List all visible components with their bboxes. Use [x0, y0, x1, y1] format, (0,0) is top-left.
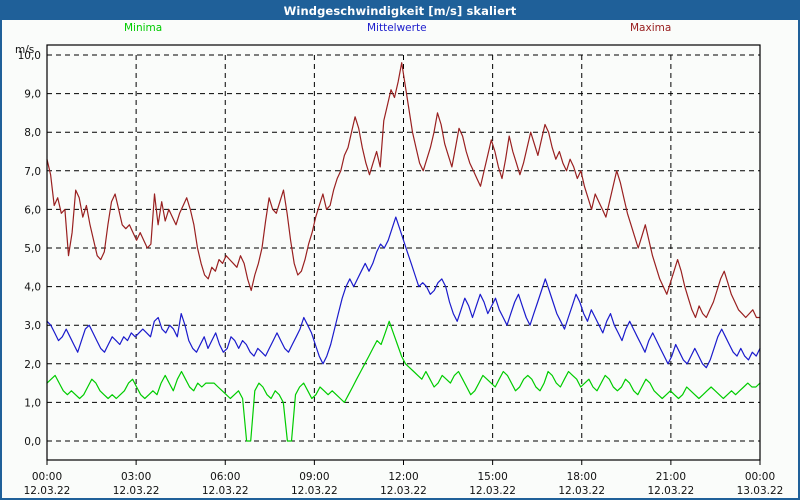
y-axis-tick-label: 1,0: [24, 397, 41, 409]
x-axis-time-label: 00:00: [32, 471, 62, 483]
x-axis-date-label: 12.03.22: [24, 485, 71, 497]
x-axis-time-label: 00:00: [745, 471, 775, 483]
x-axis-time-label: 12:00: [388, 471, 418, 483]
y-axis-tick-label: 0,0: [24, 436, 41, 448]
x-axis-date-label: 12.03.22: [113, 485, 160, 497]
x-axis-time-label: 03:00: [121, 471, 151, 483]
series-line-minima: [46, 320, 761, 442]
y-axis-labels: 10,0 9,0 8,0 7,0 6,0 5,0 4,0 3,0 2,0 1,0 0,0: [18, 50, 41, 448]
x-axis-time-label: 06:00: [210, 471, 240, 483]
legend-item-minima: Minima: [124, 22, 163, 34]
x-axis-labels: 00:00 12.03.22 03:00 12.03.22 06:00 12.03.22 0…: [24, 471, 784, 497]
x-axis-date-label: 12.03.22: [469, 485, 516, 497]
x-axis-date-label: 12.03.22: [380, 485, 427, 497]
grid-lines: [47, 54, 760, 442]
x-axis-date-label: 12.03.22: [291, 485, 338, 497]
y-axis-tick-label: 2,0: [24, 359, 41, 371]
legend-item-maxima: Maxima: [630, 22, 672, 34]
window-title-bar: Windgeschwindigkeit [m/s] skaliert: [2, 2, 798, 20]
y-axis-unit-label: m/s: [15, 44, 35, 56]
y-axis-tick-label: 9,0: [24, 89, 41, 101]
data-series: [46, 62, 761, 442]
x-axis-date-label: 12.03.22: [558, 485, 605, 497]
x-axis-time-label: 18:00: [567, 471, 597, 483]
y-axis-tick-label: 3,0: [24, 320, 41, 332]
page-title: Windgeschwindigkeit [m/s] skaliert: [283, 4, 517, 18]
x-axis-date-label: 12.03.22: [647, 485, 694, 497]
y-axis-tick-label: 6,0: [24, 204, 41, 216]
y-axis-tick-label: 8,0: [24, 127, 41, 139]
y-axis-tick-label: 7,0: [24, 166, 41, 178]
x-axis-time-label: 09:00: [299, 471, 329, 483]
y-axis-tick-label: 4,0: [24, 282, 41, 294]
axis-lines: [46, 44, 761, 465]
y-axis-tick-label: 5,0: [24, 243, 41, 255]
x-axis-date-label: 12.03.22: [202, 485, 249, 497]
series-line-mittelwerte: [46, 216, 761, 369]
chart-legend: Minima Mittelwerte Maxima: [2, 22, 798, 38]
x-axis-date-label: 13.03.22: [737, 485, 784, 497]
plot-border: [46, 44, 761, 461]
legend-item-mittelwerte: Mittelwerte: [367, 22, 427, 34]
y-axis-tick-label: 10,0: [18, 50, 41, 62]
x-axis-time-label: 15:00: [477, 471, 507, 483]
series-line-maxima: [46, 62, 761, 319]
x-axis-time-label: 21:00: [656, 471, 686, 483]
